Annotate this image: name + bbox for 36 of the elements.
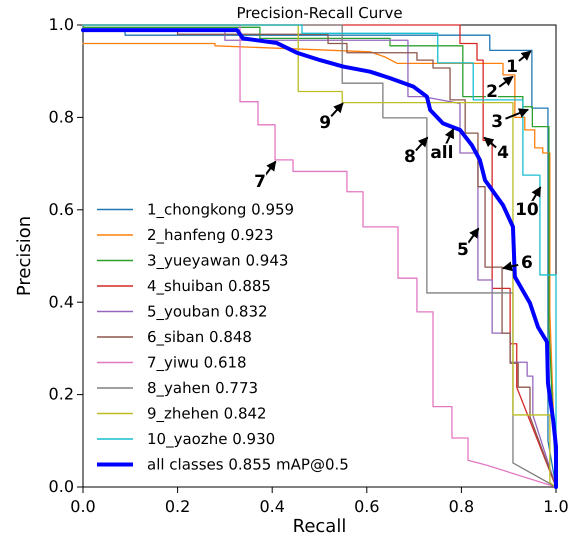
annotation: 6 (521, 253, 533, 274)
y-tick-label: 0.4 (48, 292, 74, 312)
x-tick-label: 0.0 (70, 497, 96, 516)
x-tick-label: 0.4 (259, 497, 285, 516)
legend-label: 2_hanfeng 0.923 (147, 226, 274, 244)
x-tick-label: 1.0 (543, 497, 569, 516)
annotation: 10 (515, 200, 539, 220)
annotation: 7 (254, 172, 266, 192)
annotation: 1 (506, 56, 518, 77)
y-tick-label: 0.8 (48, 108, 74, 127)
annotation: 8 (404, 147, 416, 168)
x-axis-title: Recall (292, 516, 346, 537)
annotation: 3 (491, 112, 504, 132)
legend-label: 8_yahen 0.773 (147, 379, 258, 397)
legend-label: 3_yueyawan 0.943 (147, 252, 288, 270)
y-tick-label: 0.6 (48, 200, 74, 219)
legend-label: 1_chongkong 0.959 (147, 200, 294, 218)
chart-title: Precision-Recall Curve (236, 4, 403, 22)
legend-label: 6_siban 0.848 (147, 328, 252, 346)
legend-label: 10_yaozhe 0.930 (147, 430, 276, 448)
x-tick-label: 0.6 (354, 497, 380, 516)
annotation: 9 (319, 113, 332, 133)
legend-label: all classes 0.855 mAP@0.5 (147, 456, 349, 474)
y-tick-label: 1.0 (48, 15, 74, 34)
y-tick-label: 0.0 (48, 477, 74, 496)
x-tick-label: 0.2 (164, 497, 190, 516)
y-axis-title: Precision (14, 216, 35, 296)
legend-label: 5_youban 0.832 (147, 302, 268, 320)
legend-label: 9_zhehen 0.842 (147, 404, 267, 422)
annotation: 4 (497, 143, 510, 164)
annotation: 5 (457, 240, 469, 260)
annotation: all (430, 142, 454, 163)
y-tick-label: 0.2 (48, 384, 74, 404)
legend-label: 7_yiwu 0.618 (147, 354, 247, 372)
legend-label: 4_shuiban 0.885 (147, 277, 271, 295)
x-tick-label: 0.8 (448, 497, 474, 516)
